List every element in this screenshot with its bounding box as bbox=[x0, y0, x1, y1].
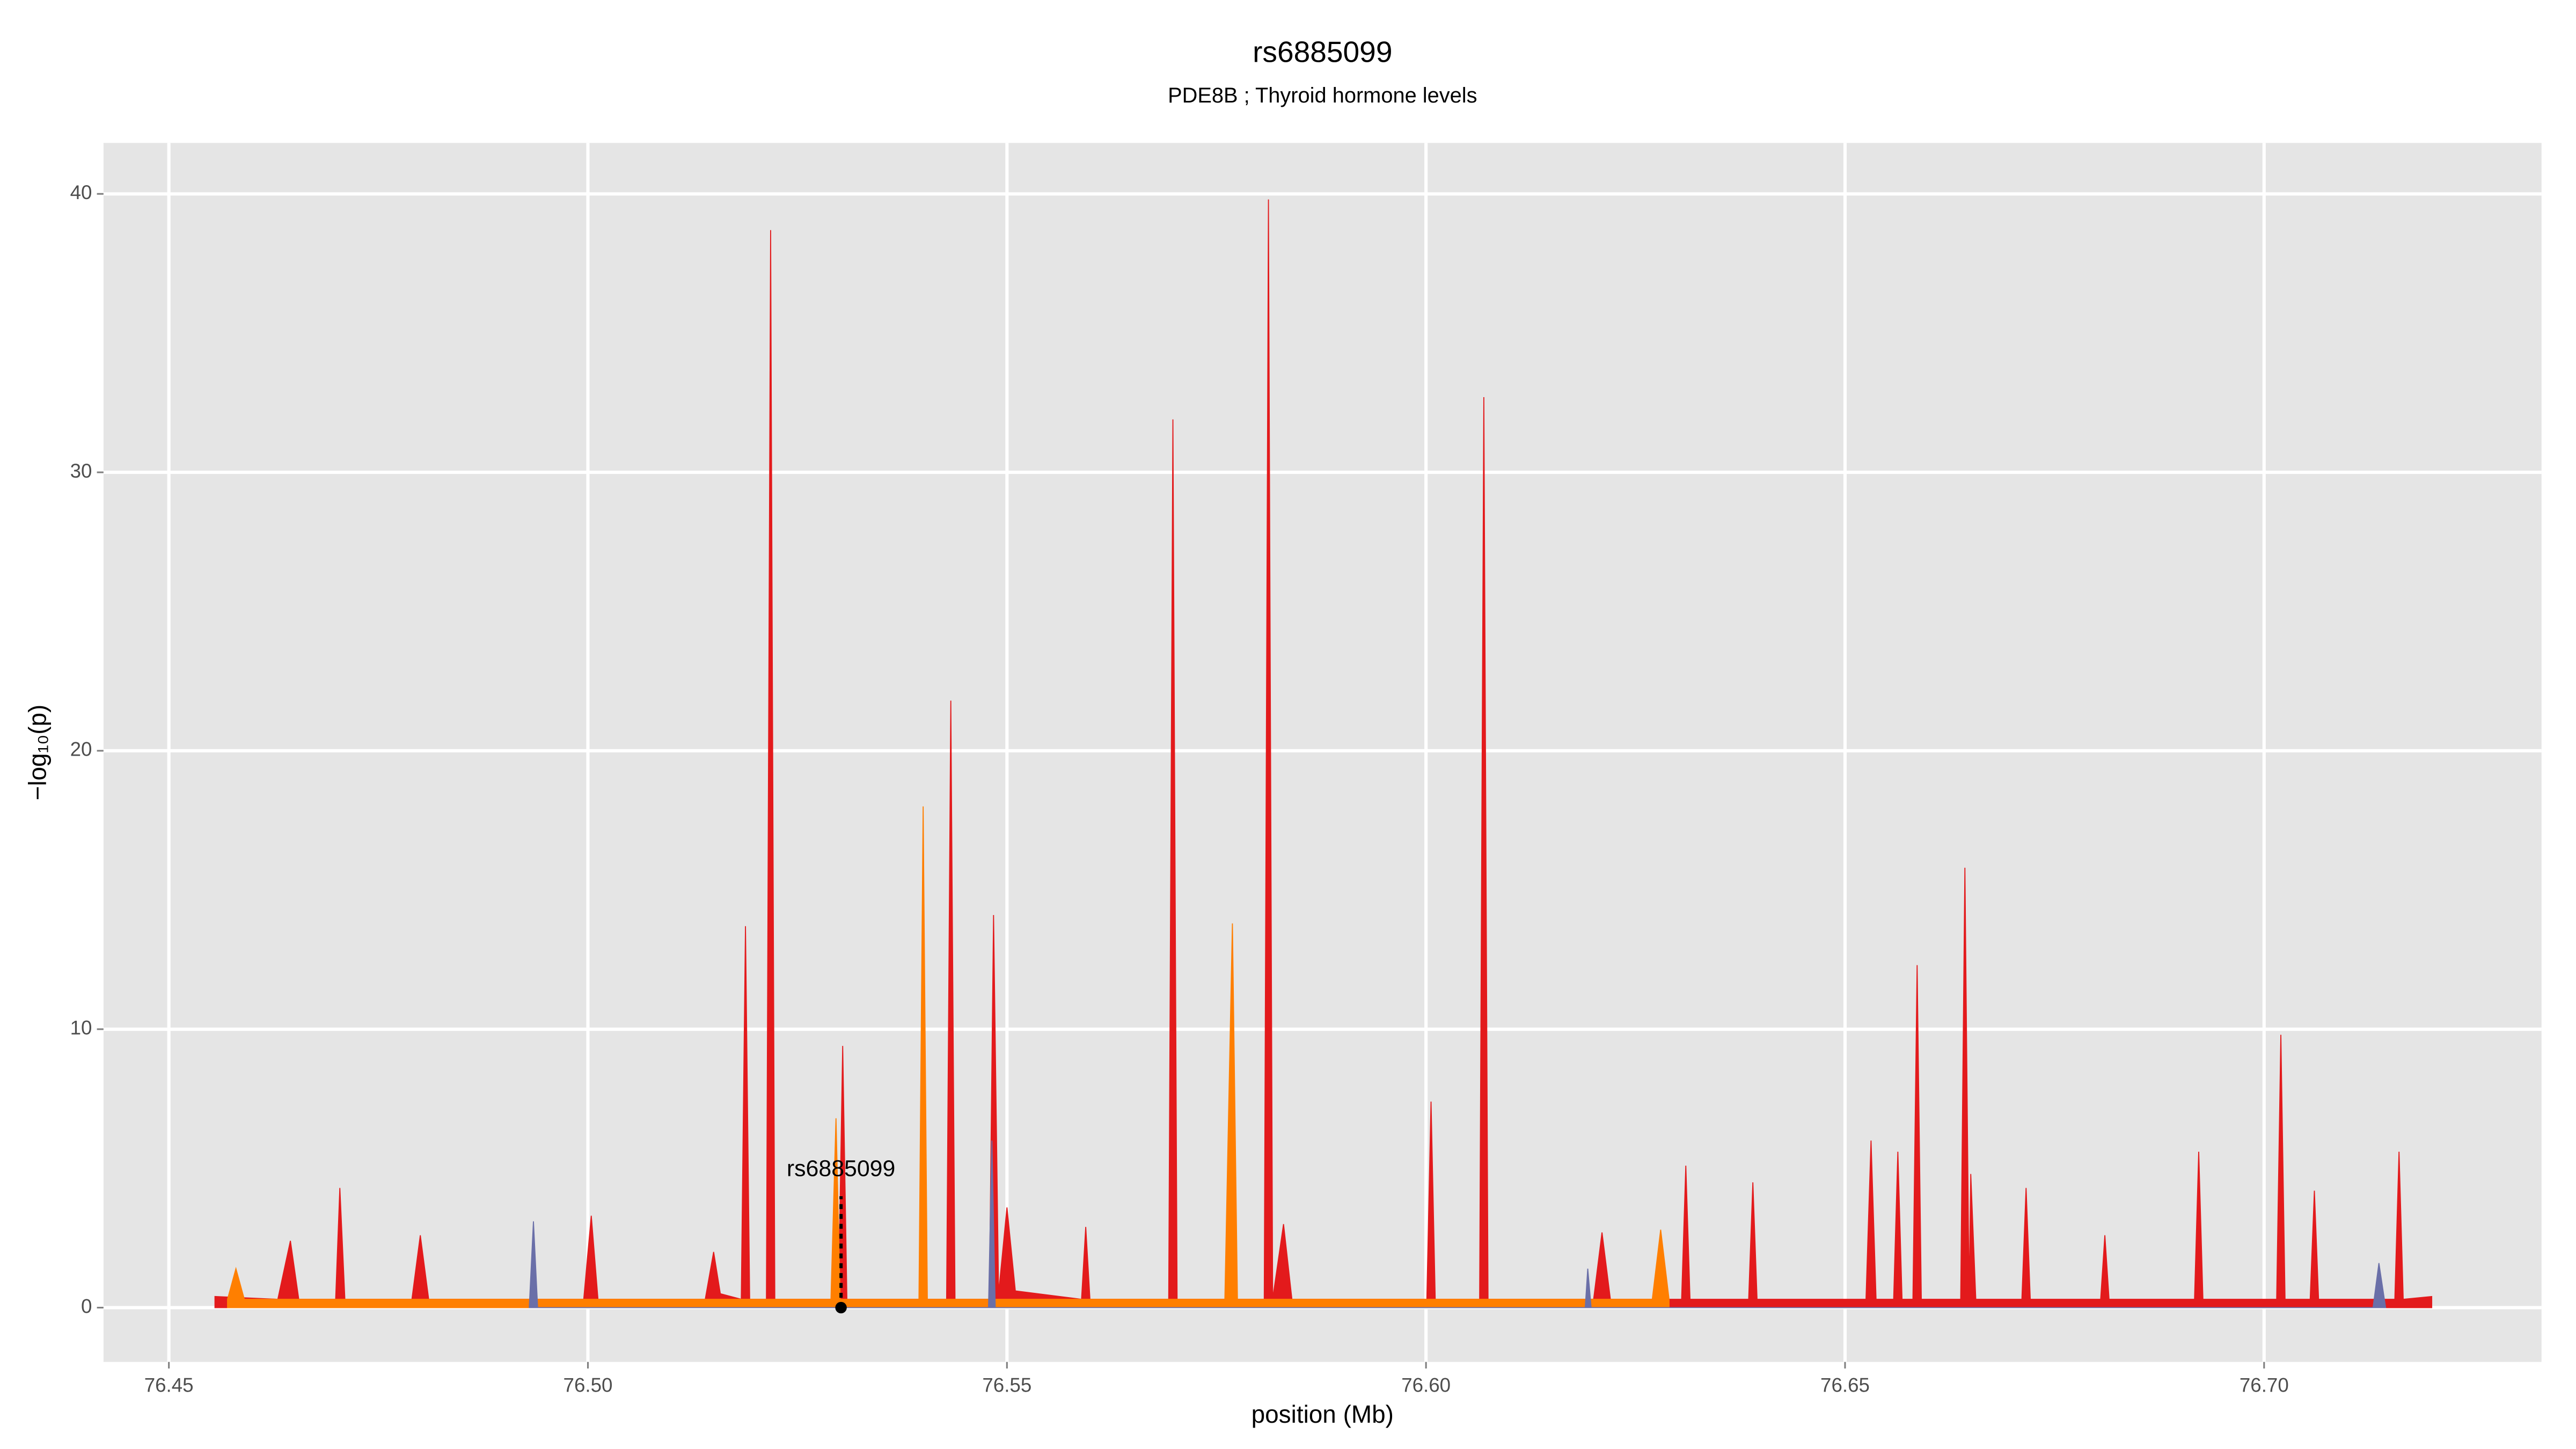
x-tick-label: 76.65 bbox=[1820, 1374, 1870, 1396]
annotation-label: rs6885099 bbox=[787, 1155, 895, 1181]
area bbox=[227, 806, 1670, 1308]
y-tick-label: 10 bbox=[70, 1016, 92, 1038]
y-tick-label: 0 bbox=[81, 1295, 92, 1317]
y-tick-label: 40 bbox=[70, 181, 92, 203]
x-tick-label: 76.55 bbox=[982, 1374, 1031, 1396]
chart-title: rs6885099 bbox=[1253, 35, 1392, 69]
y-axis-title: −log₁₀(p) bbox=[24, 705, 52, 801]
x-tick-label: 76.60 bbox=[1401, 1374, 1451, 1396]
plot-panel bbox=[103, 143, 2542, 1362]
x-tick-label: 76.50 bbox=[564, 1374, 613, 1396]
x-tick-label: 76.45 bbox=[144, 1374, 194, 1396]
y-tick-label: 30 bbox=[70, 460, 92, 482]
chart-subtitle: PDE8B ; Thyroid hormone levels bbox=[1168, 84, 1477, 107]
y-tick-label: 20 bbox=[70, 738, 92, 760]
area bbox=[529, 1140, 2387, 1308]
annotation-point bbox=[835, 1301, 847, 1314]
x-axis-title: position (Mb) bbox=[1252, 1400, 1394, 1428]
x-tick-label: 76.70 bbox=[2240, 1374, 2289, 1396]
